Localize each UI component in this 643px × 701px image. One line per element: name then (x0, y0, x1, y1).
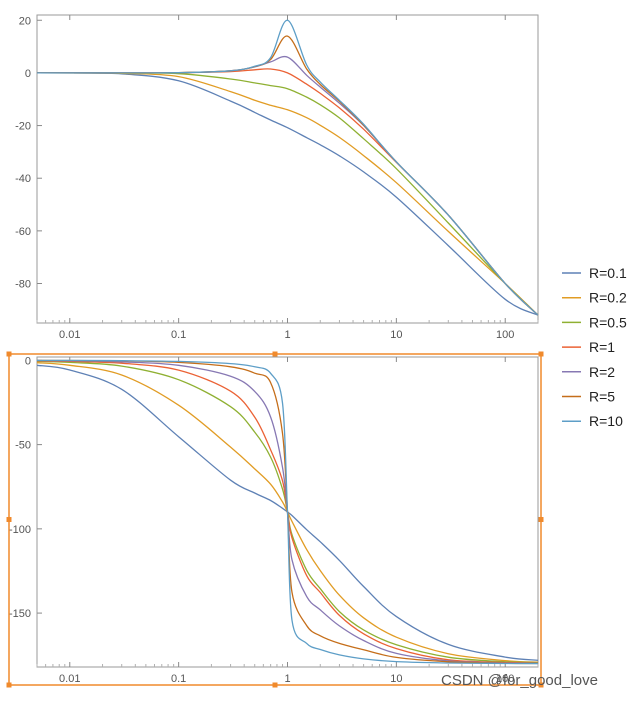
legend-label: R=0.5 (589, 314, 627, 330)
legend-label: R=0.1 (589, 265, 627, 281)
magnitude-series-line-r-0-2 (36, 72, 539, 316)
magnitude-y-tick-label: 20 (19, 15, 31, 27)
magnitude-y-tick-label: -20 (15, 121, 31, 133)
magnitude-series-line-r-2 (36, 55, 539, 316)
phase-series-line-r-10 (36, 359, 539, 665)
magnitude-x-tick-label: 1 (284, 329, 290, 341)
phase-x-tick-label: 100 (496, 673, 514, 685)
legend-label: R=1 (589, 339, 615, 355)
phase-series-line-r-0-1 (36, 364, 539, 661)
magnitude-x-tick-label: 0.1 (171, 329, 186, 341)
selection-handle (6, 351, 12, 357)
magnitude-x-tick-label: 0.01 (59, 329, 80, 341)
legend-label: R=10 (589, 413, 623, 429)
phase-y-tick-label: -100 (9, 524, 31, 536)
phase-y-tick-label: 0 (25, 355, 31, 367)
legend-label: R=2 (589, 364, 615, 380)
phase-x-tick-label: 10 (390, 673, 402, 685)
phase-y-tick-label: -50 (15, 440, 31, 452)
phase-y-tick-label: -150 (9, 608, 31, 620)
magnitude-series-line-r-5 (36, 35, 539, 316)
phase-series-line-r-0-2 (36, 362, 539, 663)
magnitude-x-tick-label: 10 (390, 329, 402, 341)
magnitude-y-tick-label: 0 (25, 68, 31, 80)
magnitude-y-tick-label: -60 (15, 226, 31, 238)
magnitude-series-line-r-1 (36, 68, 539, 316)
phase-plot: 0.01 0.1 1 10 100 0 -50 -100 -150 (9, 355, 539, 685)
magnitude-plot: 0.01 0.1 1 10 100 20 0 -20 -40 -60 -80 (15, 14, 539, 341)
magnitude-y-tick-label: -80 (15, 279, 31, 291)
phase-x-tick-label: 0.1 (171, 673, 186, 685)
legend: R=0.1 R=0.2 R=0.5 R=1 R=2 R=5 R=10 (562, 265, 627, 429)
legend-label: R=5 (589, 389, 615, 405)
selection-handle (538, 682, 544, 688)
magnitude-frame (36, 14, 539, 324)
phase-x-tick-label: 0.01 (59, 673, 80, 685)
phase-x-tick-label: 1 (284, 673, 290, 685)
selection-frame[interactable] (6, 351, 544, 688)
legend-label: R=0.2 (589, 290, 627, 306)
selection-handle (6, 682, 12, 688)
selection-handle (538, 351, 544, 357)
magnitude-y-tick-label: -40 (15, 173, 31, 185)
magnitude-x-tick-label: 100 (496, 329, 514, 341)
selection-handle (272, 682, 278, 688)
magnitude-series-line-r-10 (36, 19, 539, 316)
selection-handle (272, 351, 278, 357)
selection-border (8, 353, 542, 686)
phase-series-line-r-1 (36, 360, 539, 664)
selection-handle (538, 517, 544, 522)
selection-handle (6, 517, 12, 522)
watermark: CSDN @for_good_love (441, 672, 598, 689)
magnitude-series-line-r-0-1 (36, 72, 539, 316)
